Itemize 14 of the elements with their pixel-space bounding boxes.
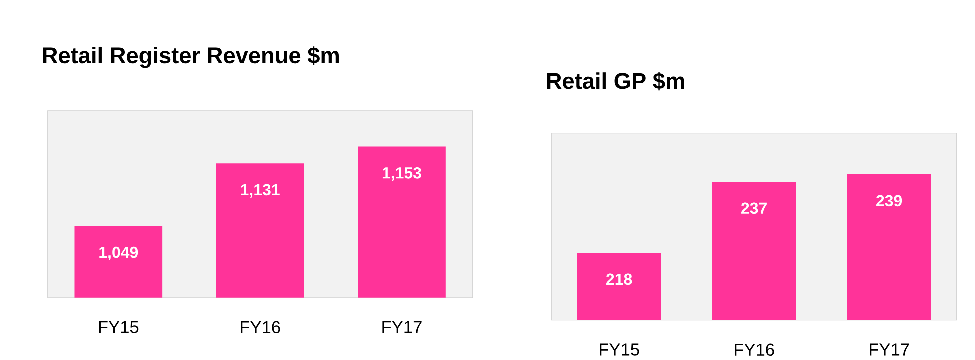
data-label: 237	[742, 202, 767, 214]
chart-title: Retail GP $m	[547, 72, 684, 90]
data-label: 239	[876, 195, 902, 206]
x-tick-label: FY17	[870, 344, 910, 356]
chart-title: Retail Register Revenue $m	[43, 46, 339, 68]
data-label: 1,153	[382, 167, 422, 181]
data-label: 1,131	[241, 184, 280, 198]
data-label: 1,049	[100, 246, 138, 260]
x-tick-label: FY16	[241, 321, 280, 334]
x-tick-label: FY16	[735, 344, 774, 356]
x-tick-label: FY15	[600, 344, 640, 356]
data-label: 218	[606, 274, 632, 285]
x-tick-label: FY17	[382, 321, 422, 333]
x-tick-label: FY15	[99, 321, 139, 334]
